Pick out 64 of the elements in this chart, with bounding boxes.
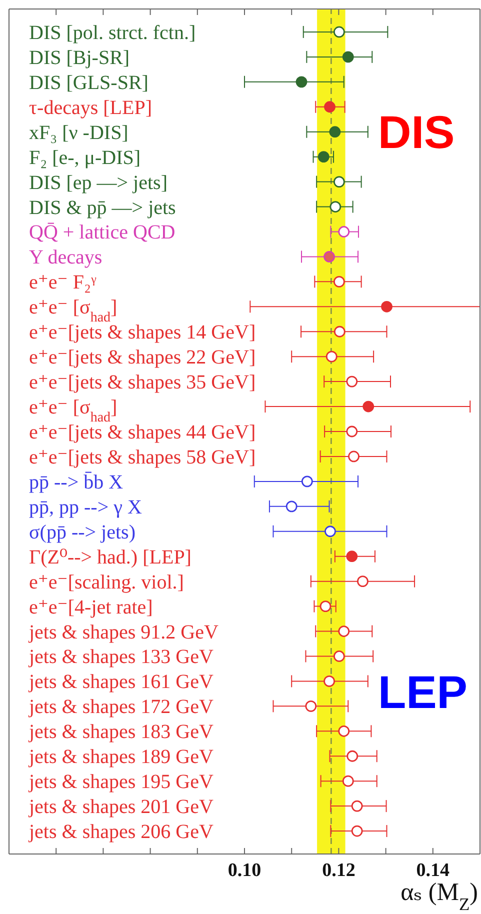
y-tick-label: σ(pp̄ --> jets): [29, 521, 136, 544]
point: [351, 800, 363, 812]
point: [348, 450, 360, 462]
y-tick-label: Υ decays: [29, 246, 102, 269]
point: [346, 376, 358, 388]
y-tick-label: e⁺e⁻[jets & shapes 58 GeV]: [29, 446, 256, 468]
y-tick-label: xF₃ [ν -DIS]: [29, 122, 128, 144]
point: [318, 151, 330, 163]
point: [324, 251, 335, 262]
point: [329, 126, 341, 138]
y-tick-label: jets & shapes 91.2 GeV: [28, 621, 219, 644]
point: [362, 400, 374, 412]
point: [334, 326, 346, 338]
y-tick-label: QQ̄ + lattice QCD: [29, 222, 176, 244]
point: [326, 350, 338, 362]
point: [351, 825, 363, 837]
y-tick-label: DIS [GLS-SR]: [29, 72, 148, 94]
x-tick-label: 0.12: [322, 860, 356, 881]
annotation: DIS: [378, 106, 455, 158]
y-tick-label: jets & shapes 206 GeV: [28, 821, 214, 844]
point: [305, 700, 317, 712]
x-tick-label: 0.10: [228, 860, 262, 881]
x-axis-title: αₛ (M$_{Z}$): [400, 879, 478, 914]
point: [346, 750, 358, 762]
point: [320, 600, 332, 612]
point: [346, 426, 358, 438]
point: [333, 276, 345, 288]
y-tick-label: DIS [Bj-SR]: [29, 46, 130, 69]
y-tick-label: jets & shapes 161 GeV: [28, 671, 214, 694]
y-tick-label: e⁺e⁻ F₂ᵞ: [29, 272, 97, 294]
y-tick-label: jets & shapes 133 GeV: [28, 646, 214, 668]
y-tick-label: e⁺e⁻[jets & shapes 22 GeV]: [29, 346, 256, 369]
point: [296, 76, 308, 88]
y-tick-label: pp̄ --> b̄b X: [29, 470, 124, 494]
point: [346, 550, 358, 562]
point: [324, 676, 335, 687]
y-tick-label: Γ(Z⁰--> had.) [LEP]: [29, 546, 192, 568]
point: [338, 626, 350, 637]
point: [342, 51, 354, 63]
y-tick-label: jets & shapes 183 GeV: [28, 721, 214, 744]
y-tick-label: DIS & pp̄ —> jets: [29, 196, 176, 219]
y-tick-label: DIS [pol. strct. fctn.]: [29, 22, 196, 44]
y-tick-label: e⁺e⁻[jets & shapes 35 GeV]: [29, 372, 256, 394]
point: [324, 101, 336, 113]
y-tick-label: τ-decays [LEP]: [29, 96, 152, 119]
y-tick-label: jets & shapes 195 GeV: [28, 771, 214, 794]
y-tick-label: e⁺e⁻[4-jet rate]: [29, 596, 153, 618]
y-tick-label: DIS [ep —> jets]: [29, 172, 168, 194]
y-tick-label: jets & shapes 201 GeV: [28, 796, 214, 818]
point: [301, 476, 313, 488]
point: [338, 725, 350, 737]
point: [342, 775, 354, 787]
y-tick-label: jets & shapes 189 GeV: [28, 746, 214, 768]
point: [324, 526, 336, 538]
annotation: LEP: [378, 666, 468, 718]
y-tick-label: e⁺e⁻[scaling. viol.]: [29, 571, 184, 594]
y-tick-label: pp̄, pp --> γ X: [29, 496, 142, 518]
point: [333, 650, 345, 662]
point: [357, 576, 368, 588]
x-tick-label: 0.14: [416, 860, 450, 881]
y-tick-label: jets & shapes 172 GeV: [28, 696, 214, 718]
y-tick-label: F₂ [e-, μ-DIS]: [29, 146, 141, 169]
point: [286, 500, 298, 512]
point: [381, 300, 392, 312]
